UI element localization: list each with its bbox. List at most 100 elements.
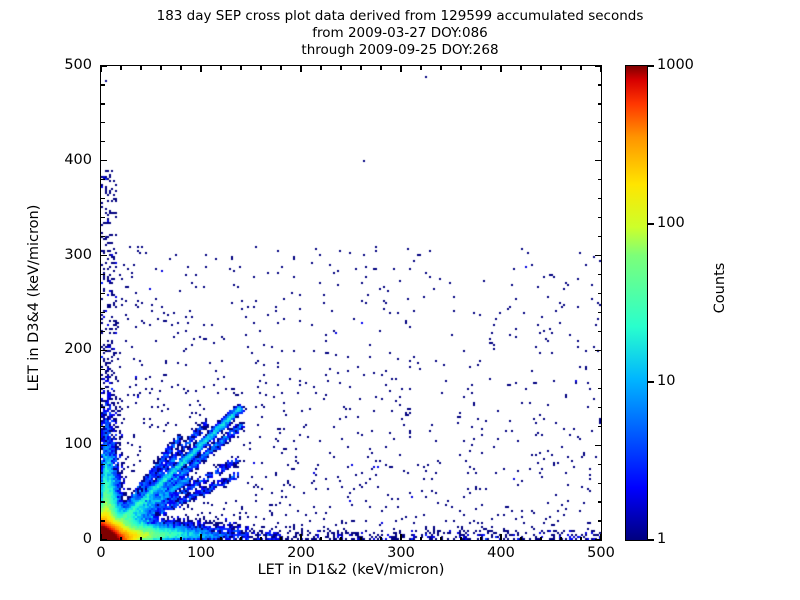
y-minor-tick-right [597,387,601,389]
y-minor-tick-right [597,84,601,86]
y-major-tick-right [595,160,601,162]
x-minor-tick [440,536,442,540]
x-minor-tick-top [160,66,162,70]
y-major-tick-right [595,539,601,541]
y-minor-tick [101,292,105,295]
y-axis-title: LET in D3&4 (keV/micron) [26,204,42,392]
x-major-tick-top [200,66,202,72]
y-major-tick [101,255,107,257]
y-major-tick [101,160,107,162]
x-minor-tick-top [580,66,582,70]
plot-area [100,65,602,541]
x-minor-tick [260,536,262,540]
x-minor-tick [160,536,162,540]
colorbar-tick [648,223,654,225]
y-minor-tick [101,406,105,408]
colorbar-gradient [626,66,647,540]
x-major-tick [500,534,502,540]
colorbar-tick-label: 100 [657,215,685,231]
x-minor-tick [420,536,422,540]
x-major-tick [300,534,302,540]
x-tick-label: 500 [587,545,615,561]
y-minor-tick [101,482,105,484]
x-major-tick-top [100,66,102,72]
y-minor-tick [101,84,105,86]
x-minor-tick-top [280,66,282,70]
y-minor-tick-right [597,179,601,181]
y-minor-tick [101,236,105,238]
y-minor-tick [101,330,105,333]
x-minor-tick-top [320,66,322,70]
y-major-tick [101,349,107,351]
y-major-tick-right [595,255,601,257]
y-minor-tick [101,217,105,219]
colorbar-title: Counts [712,262,728,314]
y-minor-tick [101,501,105,503]
y-minor-tick-right [597,217,601,219]
y-minor-tick [101,520,105,522]
y-minor-tick [101,368,105,370]
y-minor-tick-right [597,292,601,295]
colorbar [625,65,648,541]
x-minor-tick [560,536,562,540]
x-minor-tick [320,536,322,540]
x-tick-label: 300 [387,545,415,561]
x-minor-tick [220,536,222,540]
y-major-tick-right [595,444,601,446]
x-major-tick [600,534,602,540]
y-minor-tick [101,273,105,276]
x-minor-tick-top [220,66,222,70]
chart-title: 183 day SEP cross plot data derived from… [0,8,800,59]
x-minor-tick [340,536,342,540]
x-minor-tick-top [240,66,242,70]
x-minor-tick [580,536,582,540]
x-major-tick-top [300,66,302,72]
y-minor-tick [101,387,105,389]
y-minor-tick-right [597,501,601,503]
colorbar-tick-label: 1 [657,531,667,547]
x-minor-tick [480,536,482,540]
y-minor-tick [101,122,105,124]
x-minor-tick-top [460,66,462,70]
x-major-tick [400,534,402,540]
y-minor-tick-right [597,463,601,465]
x-tick-label: 200 [287,545,315,561]
colorbar-tick [648,539,654,541]
colorbar-tick [648,381,654,383]
y-minor-tick-right [597,198,601,200]
x-minor-tick [460,536,462,540]
y-minor-tick-right [597,520,601,522]
y-tick-label: 0 [82,531,92,547]
x-major-tick [200,534,202,540]
x-minor-tick-top [360,66,362,70]
chart-title-line-2: from 2009-03-27 DOY:086 [312,25,488,41]
y-tick-label: 200 [64,341,92,358]
x-minor-tick [120,536,122,540]
x-minor-tick [280,536,282,540]
x-axis-title: LET in D1&2 (keV/micron) [257,562,445,578]
x-minor-tick [540,536,542,540]
x-major-tick [100,534,102,540]
y-minor-tick [101,198,105,200]
x-major-tick-top [500,66,502,72]
x-tick-label: 100 [187,545,215,561]
x-minor-tick-top [480,66,482,70]
x-minor-tick [180,536,182,540]
colorbar-tick [648,65,654,67]
y-minor-tick-right [597,103,601,105]
y-major-tick-right [595,349,601,351]
y-minor-tick [101,179,105,181]
y-minor-tick [101,141,105,143]
y-minor-tick-right [597,311,601,314]
y-minor-tick [101,103,105,105]
y-minor-tick-right [597,368,601,370]
x-major-tick-top [400,66,402,72]
y-tick-label: 400 [64,151,92,168]
y-minor-tick-right [597,425,601,427]
x-major-tick-top [600,66,602,72]
y-major-tick [101,444,107,446]
x-minor-tick-top [380,66,382,70]
chart-title-line-1: 183 day SEP cross plot data derived from… [156,8,644,24]
x-tick-label: 400 [487,545,515,561]
